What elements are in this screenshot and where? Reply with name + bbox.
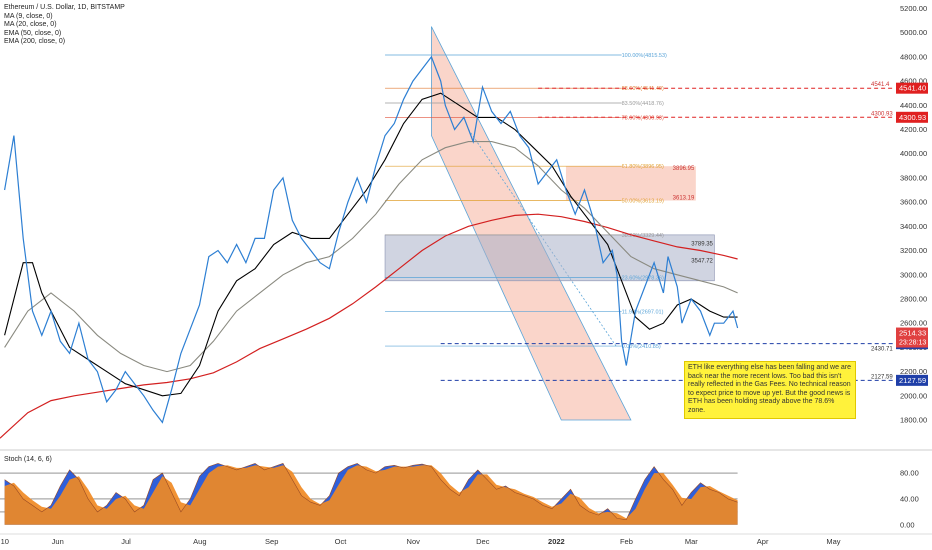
x-tick-label: 10: [1, 537, 9, 546]
fib-label-1: 88.60%(4541.40): [622, 86, 664, 92]
x-tick-label: Jun: [52, 537, 64, 546]
legend-title: Ethereum / U.S. Dollar, 1D, BITSTAMP: [4, 4, 125, 11]
descending-channel: [430, 26, 632, 421]
axis-box-label-3: 2127.59: [899, 376, 926, 385]
x-tick-label: Apr: [757, 537, 769, 546]
stoch-tick-label: 0.00: [900, 520, 915, 529]
axes: 1800.002000.002200.002400.002600.002800.…: [0, 4, 932, 546]
x-tick-label: Mar: [685, 537, 698, 546]
legend-ma9: MA (9, close, 0): [4, 12, 53, 20]
fib-label-4: 61.80%(3896.95): [622, 164, 664, 170]
price-box-label: 2514.33: [899, 329, 926, 338]
axis-box-0: [896, 82, 928, 94]
x-tick-label: 2022: [548, 537, 565, 546]
y-tick-label: 2000.00: [900, 391, 927, 400]
x-tick-label: Nov: [407, 537, 421, 546]
legend-ma20: MA (20, close, 0): [4, 21, 57, 28]
fib-label-2: 83.50%(4418.76): [622, 101, 664, 107]
fib-label-6: 38.20%(3329.44): [622, 233, 664, 239]
y-tick-label: 3000.00: [900, 270, 927, 279]
legend-ema50: EMA (50, close, 0): [4, 29, 62, 37]
fib-label-9: 0.00%(2410.85): [622, 344, 661, 350]
y-tick-label: 2600.00: [900, 319, 927, 328]
y-tick-label: 3400.00: [900, 222, 927, 231]
x-tick-label: Sep: [265, 537, 278, 546]
axis-box-1: [896, 111, 928, 123]
legend: Ethereum / U.S. Dollar, 1D, BITSTAMP MA …: [4, 4, 125, 47]
y-tick-label: 5000.00: [900, 28, 927, 37]
countdown-label: 23:28:13: [899, 340, 926, 347]
fib-label-5: 50.00%(3613.19): [622, 199, 664, 205]
y-tick-label: 2800.00: [900, 294, 927, 303]
x-tick-label: Jul: [121, 537, 131, 546]
legend-ema200: EMA (200, close, 0): [4, 38, 66, 45]
y-tick-label: 5200.00: [900, 4, 927, 13]
stoch-tick-label: 80.00: [900, 469, 919, 478]
hline-label-1: 4300.93: [871, 111, 893, 117]
price-box: [896, 327, 928, 348]
red-zone-label-top: 3896.95: [673, 166, 695, 172]
x-tick-label: Aug: [193, 537, 206, 546]
x-tick-label: Oct: [335, 537, 348, 546]
hline-label-2: 2430.71: [871, 347, 893, 353]
x-tick-label: May: [826, 537, 840, 546]
y-tick-label: 2200.00: [900, 367, 927, 376]
axis-box-label-1: 4300.93: [899, 113, 926, 122]
ema200-line: [0, 213, 738, 439]
x-tick-label: Dec: [476, 537, 490, 546]
hline-label-0: 4541.4: [871, 82, 890, 88]
y-tick-label: 4800.00: [900, 52, 927, 61]
fib-label-8: 11.90%(2697.01): [622, 309, 664, 315]
y-tick-label: 4600.00: [900, 77, 927, 86]
stoch-d-area: [4, 465, 738, 525]
price-line: [4, 55, 739, 424]
fib-label-7: 23.60%(2978.36): [622, 275, 664, 281]
y-tick-label: 1800.00: [900, 416, 927, 425]
gray-zone-label-bottom: 3547.72: [691, 259, 713, 265]
fib-label-3: 78.60%(4300.93): [622, 115, 664, 121]
stoch-k-line: [4, 463, 738, 521]
gray-zone-label-top: 3789.35: [691, 242, 713, 248]
ema50-line: [4, 141, 738, 373]
x-tick-label: Feb: [620, 537, 633, 546]
red-zone: [565, 166, 696, 201]
y-tick-label: 3600.00: [900, 198, 927, 207]
gray-zone: [384, 234, 715, 282]
axis-box-3: [896, 374, 928, 386]
stoch-pane: 0.00 40.00 80.00: [0, 463, 919, 529]
hline-label-3: 2127.59: [871, 374, 893, 380]
main-pane: 3896.95 3613.19 3789.35 3547.72 100.00%(4815…: [0, 26, 893, 439]
y-tick-label: 4000.00: [900, 149, 927, 158]
y-tick-label: 3200.00: [900, 246, 927, 255]
fib-label-0: 100.00%(4815.53): [622, 53, 667, 59]
y-tick-label: 4200.00: [900, 125, 927, 134]
ma20-line: [4, 92, 738, 397]
annotation-note: ETH like everything else has been fallin…: [684, 361, 856, 419]
y-tick-label: 4400.00: [900, 101, 927, 110]
axis-box-label-0: 4541.40: [899, 84, 926, 93]
stoch-tick-label: 40.00: [900, 494, 919, 503]
y-tick-label: 3800.00: [900, 173, 927, 182]
red-zone-label-bottom: 3613.19: [673, 196, 695, 202]
stoch-label: Stoch (14, 6, 6): [4, 456, 52, 463]
